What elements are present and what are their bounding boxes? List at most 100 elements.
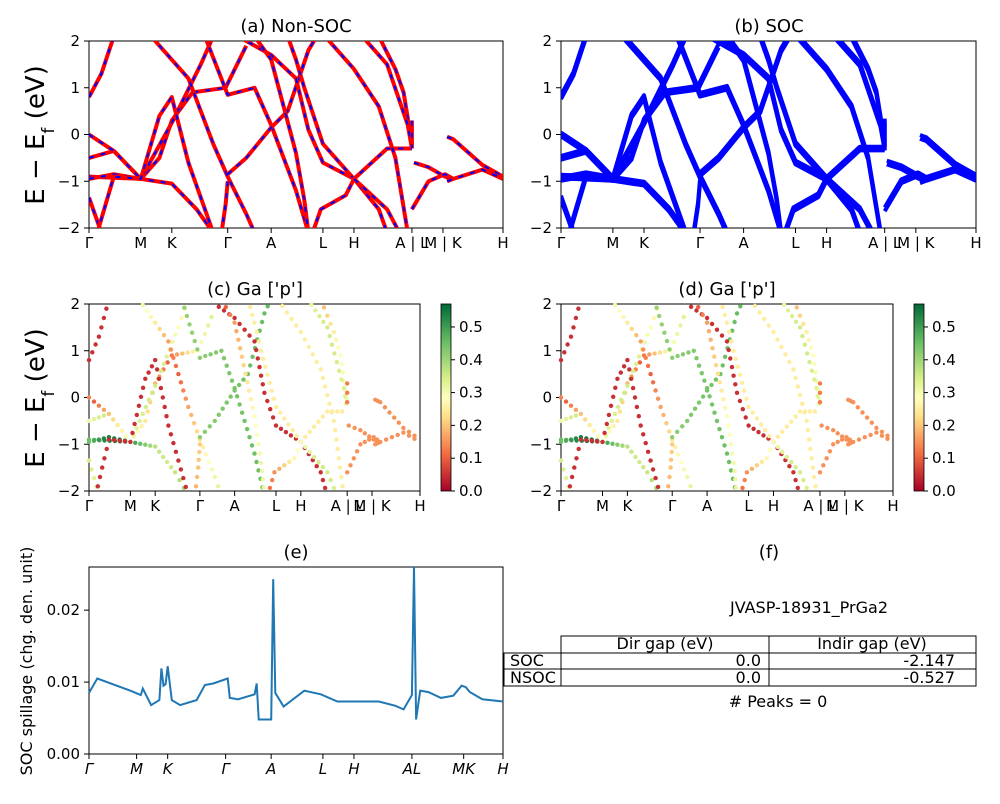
projection-point [189,412,194,418]
projection-point [617,409,623,414]
projection-point [720,363,725,368]
projection-point [793,319,799,324]
projection-point [186,404,191,410]
projection-point [810,465,816,470]
projection-point [237,321,242,327]
projection-point [248,397,254,402]
projection-point [203,452,208,457]
panel-d-ytick-label: 1 [542,342,552,360]
panel-d-frame [560,303,894,492]
panel-b-xtick-label: M [606,234,619,252]
projection-point [742,388,747,393]
projection-point [277,466,282,471]
projection-point [680,352,686,357]
panel-a-xtick-label: H [497,234,508,252]
projection-point [239,410,245,415]
projection-point [615,404,621,410]
projection-point [295,447,300,453]
projection-point [311,424,317,429]
projection-point [333,428,338,433]
projection-point [117,438,122,443]
projection-point [645,470,650,475]
projection-point [267,380,272,385]
projection-point [174,352,180,357]
projection-point [345,470,350,475]
projection-point [164,459,170,465]
projection-point [224,363,229,368]
projection-point [234,329,239,334]
panel-a-xtick-label: Γ [85,234,94,252]
projection-point [727,432,732,438]
projection-point [653,475,658,481]
projection-point [879,429,885,434]
panel-a-xtick-label: H [348,234,359,252]
soc-band-line [726,41,783,228]
panel-a-ytick-label: 2 [70,32,80,50]
table-cell [768,668,977,687]
panel-d-ytick-label: 0 [542,389,552,407]
projection-point [181,388,186,393]
projection-point [583,417,588,422]
projection-point [395,432,400,438]
projection-point [254,459,259,465]
projection-point [176,371,181,377]
panel-b-ytick-label: 2 [542,32,552,50]
projection-point [320,477,326,483]
projection-point [563,475,569,481]
projection-point [670,435,675,440]
projection-point [645,363,651,369]
title-a: (a) Non-SOC [240,16,351,37]
projection-point [767,433,772,439]
material-label: JVASP-18931_PrGa2 [729,598,888,618]
projection-point [558,395,564,400]
projection-point [345,381,350,386]
projection-point [338,353,343,358]
panel-b-xtick-label: M | K [897,234,936,252]
projection-point [733,485,739,490]
projection-point [215,484,221,489]
panel-a-xtick-label: L [319,234,328,252]
projection-point [815,393,820,399]
projection-point [658,404,663,410]
projection-point [681,314,686,320]
projection-point [354,449,360,454]
projection-point [316,460,321,465]
projection-point [259,468,265,474]
projection-point [615,418,620,424]
panel-c-colorbar-label: 0.0 [459,482,483,500]
nonsoc-band-dash [89,45,248,181]
energy-ylabel-top: E − Ef (eV) [21,65,59,205]
projection-point [241,377,246,382]
panel-b-xtick-label: H [821,234,832,252]
projection-point [558,357,564,363]
projection-point [688,484,693,489]
projection-point [797,325,803,330]
soc-band-line [676,41,782,228]
projection-point [138,394,144,399]
projection-point [780,429,785,434]
projection-point [675,429,680,434]
projection-point [647,352,652,357]
projection-point [298,439,303,445]
projection-point [190,349,196,354]
projection-point [325,325,330,330]
projection-point [249,443,255,448]
projection-point [709,382,714,388]
projection-point [625,320,630,325]
projection-point [96,437,102,442]
projection-point [730,451,735,456]
panel-a-xtick-label: A | L [395,234,429,252]
projection-point [280,303,285,309]
projection-point [335,446,340,452]
projection-point [91,475,97,481]
projection-point [573,436,579,441]
projection-point [793,414,798,419]
panel-d-colorbar-label: 0.2 [932,416,956,434]
projection-point [252,451,257,456]
projection-point [613,385,618,390]
projection-point [401,425,406,431]
projection-point [648,371,653,377]
projection-point [611,394,616,399]
nonsoc-band-dash [244,41,387,228]
projection-point [134,412,139,418]
